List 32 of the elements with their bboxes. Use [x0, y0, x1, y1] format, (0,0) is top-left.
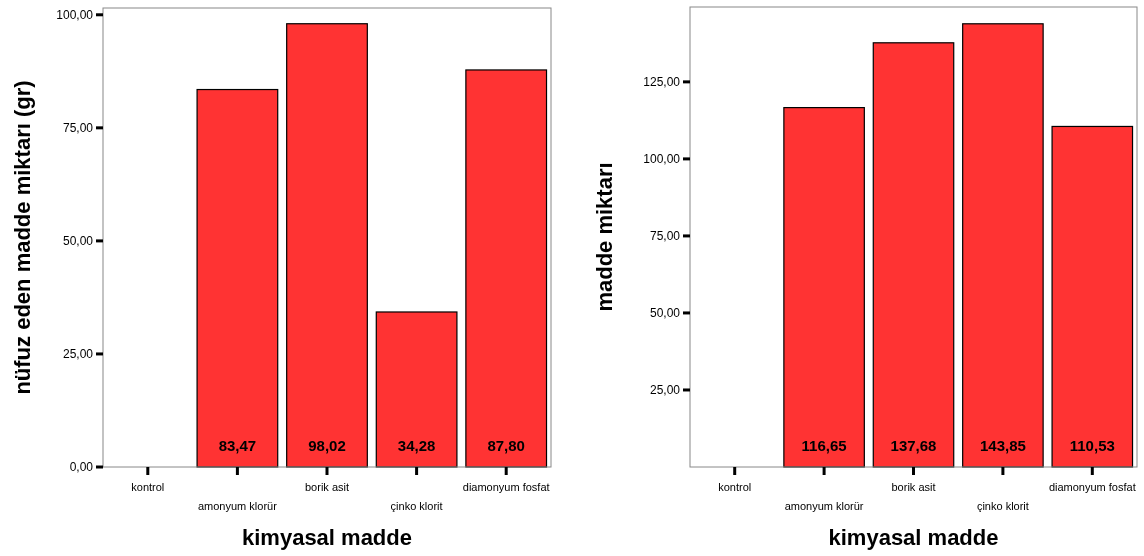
data-label: 34,28 [397, 437, 436, 454]
y-tick-label: 125,00 [643, 75, 681, 90]
x-tick-label: diamonyum fosfat [462, 481, 550, 493]
data-label: 110,53 [1069, 437, 1115, 454]
y-tick-label: 100,00 [56, 7, 94, 22]
x-axis-title: kimyasal madde [828, 525, 999, 550]
x-tick-label: borik asit [891, 481, 936, 493]
y-tick-label: 50,00 [62, 234, 94, 249]
y-tick-label: 50,00 [649, 306, 681, 321]
y-tick-label: 25,00 [62, 347, 94, 362]
y-tick-label: 0,00 [69, 460, 94, 475]
data-label: 116,65 [801, 437, 847, 454]
y-tick-label: 75,00 [649, 229, 681, 244]
y-tick-label: 25,00 [649, 383, 681, 398]
x-tick-label: kontrol [131, 481, 165, 493]
y-tick-label: 100,00 [643, 152, 681, 167]
data-label: 98,02 [308, 437, 346, 454]
y-tick-label: 75,00 [62, 121, 94, 136]
x-tick-label: kontrol [718, 481, 752, 493]
x-axis-title: kimyasal madde [242, 525, 412, 550]
x-tick-label: çinko klorit [976, 500, 1029, 512]
data-label: 87,80 [487, 437, 525, 454]
data-label: 143,85 [979, 437, 1026, 454]
y-axis-title: nüfuz eden madde miktarı (gr) [10, 80, 35, 395]
x-tick-label: çinko klorit [390, 500, 443, 512]
x-tick-label: borik asit [304, 481, 350, 493]
data-label: 137,68 [890, 437, 937, 454]
data-label: 83,47 [218, 437, 257, 454]
x-tick-label: amonyum klorür [197, 500, 278, 512]
y-axis-title: madde miktarı [592, 162, 617, 312]
x-tick-label: amonyum klorür [784, 500, 864, 512]
x-tick-label: diamonyum fosfat [1048, 481, 1136, 493]
